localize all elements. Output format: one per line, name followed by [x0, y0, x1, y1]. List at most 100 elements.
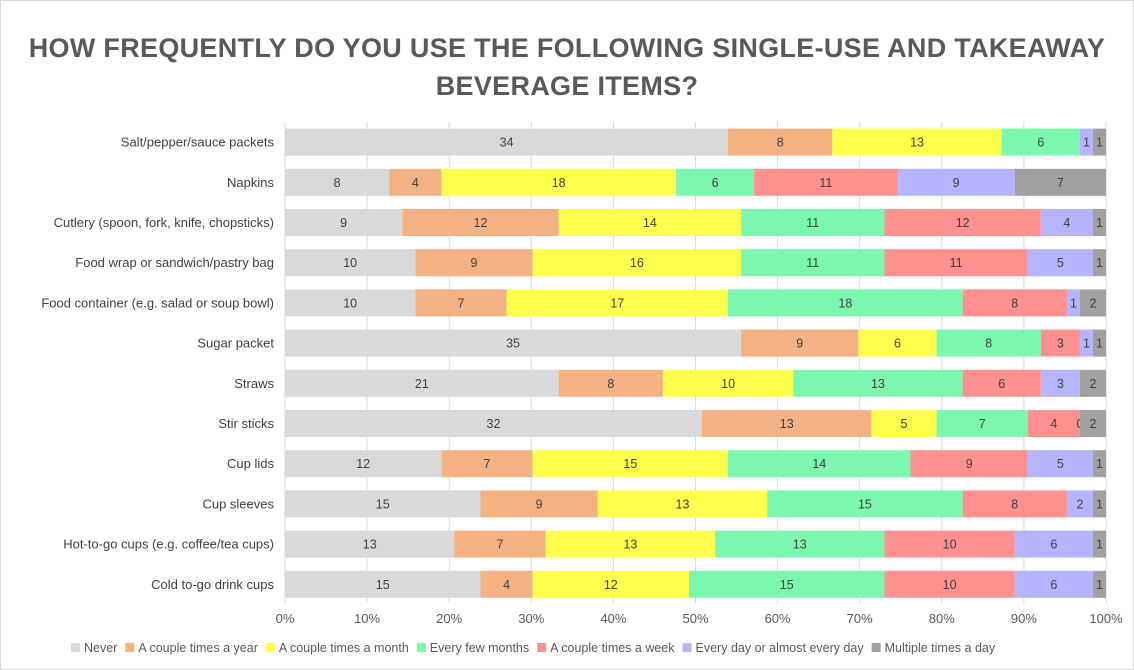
bar-segment [741, 209, 885, 236]
data-label: 1 [1083, 337, 1090, 351]
bar-segment [936, 410, 1028, 437]
bar-segment [1014, 168, 1106, 196]
data-label: 7 [484, 457, 491, 471]
legend-label: A couple times a year [138, 641, 258, 655]
data-label: 1 [1096, 538, 1103, 552]
legend-swatch [71, 643, 80, 652]
data-label: 6 [1050, 538, 1057, 552]
legend-swatch [416, 643, 426, 652]
bar-segment [728, 289, 963, 317]
bar-segment [871, 410, 937, 437]
bar-segment [285, 450, 442, 478]
bar-segment [702, 410, 872, 437]
data-label: 21 [415, 377, 429, 391]
bar-segment [741, 249, 885, 277]
bar-segment [285, 168, 390, 196]
bar-segment [1092, 329, 1106, 357]
bar-segment [1079, 289, 1106, 317]
x-tick-label: 30% [518, 611, 544, 626]
bar-segment [285, 289, 416, 317]
bar-segment [285, 128, 729, 156]
bar-segment [832, 128, 1002, 156]
data-label: 1 [1083, 136, 1090, 150]
bar-segment [1092, 128, 1106, 156]
data-label: 13 [793, 538, 807, 552]
bar-segment [1092, 570, 1106, 598]
bar-segment [1014, 530, 1093, 558]
data-label: 8 [985, 337, 992, 351]
bar-segment [1027, 450, 1093, 478]
data-label: 6 [998, 377, 1005, 391]
bar-segment [793, 369, 963, 397]
data-label: 15 [376, 497, 390, 511]
category-label: Cup lids [227, 456, 274, 471]
data-label: 7 [1057, 176, 1064, 190]
bar-segment [1027, 249, 1093, 277]
bar-segment [858, 329, 937, 357]
data-label: 2 [1089, 296, 1096, 310]
bar-segment [715, 530, 885, 558]
data-label: 16 [630, 256, 644, 270]
bar-segment [675, 168, 755, 196]
bar-segment [1092, 209, 1106, 236]
legend-swatch [125, 643, 135, 652]
x-tick-label: 70% [847, 611, 873, 626]
bar-segment [910, 450, 1028, 478]
bar-segment [741, 329, 859, 357]
data-label: 12 [474, 216, 488, 230]
bar-segment [558, 369, 663, 397]
bar-segment [389, 168, 442, 196]
data-label: 1 [1096, 136, 1103, 150]
bar-segment [884, 209, 1041, 236]
data-label: 9 [953, 176, 960, 190]
data-label: 9 [470, 256, 477, 270]
data-label: 15 [858, 497, 872, 511]
bar-segment [285, 369, 559, 397]
data-label: 15 [780, 578, 794, 592]
data-label: 5 [1057, 457, 1064, 471]
data-label: 4 [1050, 417, 1057, 431]
data-label: 4 [1063, 216, 1070, 230]
data-label: 12 [956, 216, 970, 230]
data-label: 8 [334, 176, 341, 190]
data-label: 2 [1076, 497, 1083, 511]
data-label: 9 [796, 337, 803, 351]
category-label: Stir sticks [218, 416, 274, 431]
data-label: 6 [894, 337, 901, 351]
bar-segment [1066, 289, 1080, 317]
bar-segment [532, 570, 689, 598]
data-label: 11 [950, 256, 963, 270]
data-label: 8 [1011, 497, 1018, 511]
data-label: 1 [1096, 578, 1103, 592]
bar-segment [1079, 128, 1093, 156]
data-label: 1 [1096, 497, 1103, 511]
bar-segment [285, 490, 481, 518]
legend-label: Every few months [430, 641, 529, 655]
bar-segment [597, 490, 768, 518]
bar-segment [285, 249, 416, 277]
category-label: Straws [234, 376, 274, 391]
data-label: 10 [343, 256, 357, 270]
bar-segment [1079, 369, 1106, 397]
bar-segment [1079, 410, 1106, 437]
data-label: 15 [623, 457, 637, 471]
data-label: 1 [1096, 457, 1103, 471]
data-label: 1 [1096, 216, 1103, 230]
chart-title: HOW FREQUENTLY DO YOU USE THE FOLLOWING … [28, 33, 1106, 101]
data-label: 9 [340, 216, 347, 230]
x-tick-label: 20% [436, 611, 462, 626]
legend-swatch [871, 643, 881, 652]
data-label: 8 [1011, 296, 1018, 310]
category-label: Cold to-go drink cups [151, 577, 274, 592]
bar-segment [532, 450, 729, 478]
data-label: 11 [819, 176, 832, 190]
data-label: 10 [343, 296, 357, 310]
data-label: 35 [506, 337, 520, 351]
x-tick-label: 40% [600, 611, 626, 626]
data-label: 14 [812, 457, 826, 471]
bar-segment [285, 410, 703, 437]
bar-segment [402, 209, 559, 236]
legend-label: Every day or almost every day [696, 641, 865, 655]
category-label: Hot-to-go cups (e.g. coffee/tea cups) [63, 537, 274, 552]
data-label: 32 [487, 417, 501, 431]
